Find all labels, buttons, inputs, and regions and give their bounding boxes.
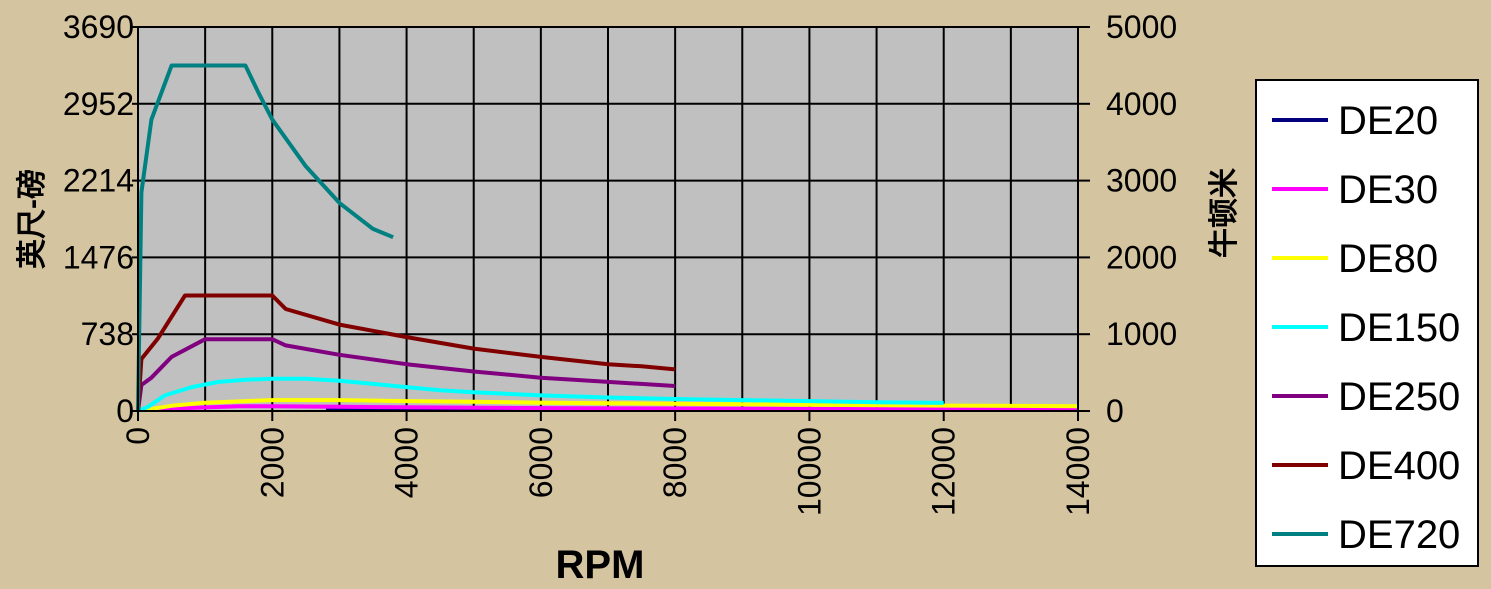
x-axis-label: RPM xyxy=(556,543,645,584)
legend-box xyxy=(1255,79,1479,567)
y-tick-label-right: 5000 xyxy=(1106,9,1177,45)
y-tick-label-left: 2214 xyxy=(63,163,134,199)
x-tick-label: 2000 xyxy=(254,427,290,498)
series-layer xyxy=(136,63,1079,413)
y-tick-label-left: 1476 xyxy=(63,239,134,275)
legend-label-de150: DE150 xyxy=(1338,306,1460,350)
legend-label-de80: DE80 xyxy=(1338,237,1438,281)
legend-entries: DE20 DE30 DE80 DE150 DE250 DE400 DE720 xyxy=(1272,99,1460,557)
series-line-de150 xyxy=(137,376,944,413)
series-line-de400 xyxy=(136,293,676,412)
legend-label-de400: DE400 xyxy=(1338,444,1460,488)
plot-border xyxy=(137,26,1079,412)
y-tick-label-right: 4000 xyxy=(1106,86,1177,122)
y-tick-label-right: 1000 xyxy=(1106,316,1177,352)
y-tick-label-right: 3000 xyxy=(1106,163,1177,199)
series-line-de720 xyxy=(136,63,394,412)
legend-label-de720: DE720 xyxy=(1338,513,1460,557)
y-tick-label-right: 0 xyxy=(1106,393,1124,429)
axes-layer: 0 738 1476 2214 2952 3690 0 1000 2000 3000 4000 500… xyxy=(63,9,1177,516)
y-axis-label-left: 英尺-磅 xyxy=(16,169,49,269)
legend-label-de20: DE20 xyxy=(1338,99,1438,143)
legend-label-de30: DE30 xyxy=(1338,168,1438,212)
x-tick-label: 12000 xyxy=(926,427,962,516)
x-tick-label: 8000 xyxy=(657,427,693,498)
y-tick-label-left: 738 xyxy=(81,316,134,352)
x-tick-label: 4000 xyxy=(389,427,425,498)
y-tick-label-left: 0 xyxy=(116,393,134,429)
y-tick-label-right: 2000 xyxy=(1106,239,1177,275)
legend: DE20 DE30 DE80 DE150 DE250 DE400 DE720 xyxy=(1255,79,1479,567)
legend-label-de250: DE250 xyxy=(1338,375,1460,419)
x-tick-label: 6000 xyxy=(523,427,559,498)
x-tick-label: 10000 xyxy=(791,427,827,516)
y-axis-label-right: 牛顿米 xyxy=(1208,168,1241,258)
x-tick-label: 14000 xyxy=(1060,427,1096,516)
series-line-de30 xyxy=(157,404,1079,412)
series-line-de250 xyxy=(136,337,676,412)
y-tick-label-left: 3690 xyxy=(63,9,134,45)
y-tick-label-left: 2952 xyxy=(63,86,134,122)
series-line-de80 xyxy=(144,398,1079,412)
x-tick-label: 0 xyxy=(120,427,156,445)
